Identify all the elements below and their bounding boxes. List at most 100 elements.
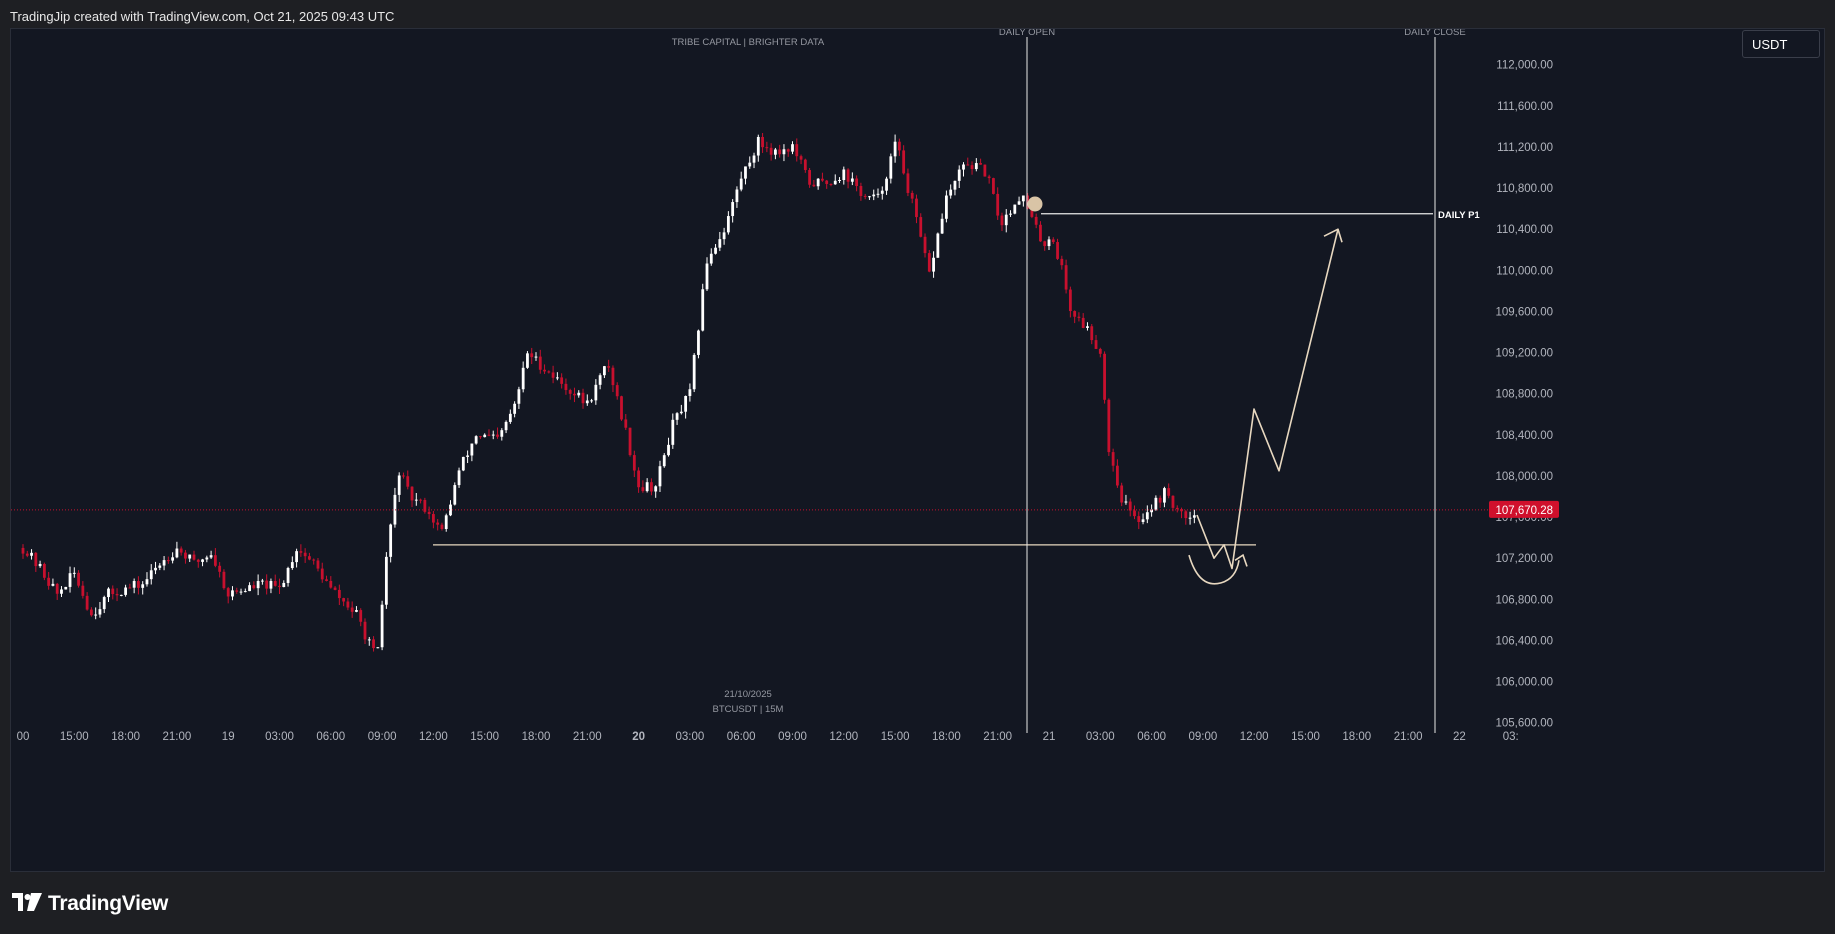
candle-down [1133,510,1136,517]
candle-down [573,393,576,396]
candle-up [671,419,675,445]
candle-down [1056,242,1059,259]
footer-brand-text: TradingView [48,892,169,915]
time-tick-label: 06:00 [316,731,345,743]
candle-up [688,389,692,397]
candle-down [479,436,482,438]
candle-down [919,217,923,237]
candle-up [461,456,465,471]
price-chart[interactable]: DAILY P1 DAILY OPEN DAILY CLOSE 105,600.00… [11,29,1825,872]
candle-up [889,156,893,179]
candle-down [308,556,311,560]
candle-up [791,144,794,152]
candle-up [1163,488,1166,503]
candle-up [389,524,393,557]
candle-down [1026,195,1030,209]
candle-down [1039,224,1042,242]
candle-down [1081,317,1085,328]
candle-down [1090,326,1094,341]
projection-path [1196,229,1339,570]
price-tick-label: 110,400.00 [1496,224,1553,236]
candle-up [868,196,871,198]
candle-up [1013,204,1017,214]
candle-up [739,178,743,190]
time-tick-label: 03: [1503,731,1519,743]
candle-up [679,411,683,414]
candle-down [863,195,867,197]
candle-up [513,403,517,414]
candle-up [132,581,136,588]
candle-up [231,590,234,597]
candle-down [983,164,987,177]
candle-down [85,595,89,610]
candle-down [547,371,551,373]
candle-down [846,169,850,182]
candle-up [470,443,474,456]
candle-down [346,601,350,608]
time-tick-label: 20 [632,731,645,743]
candle-up [367,639,371,641]
candle-down [350,607,354,612]
candle-down [21,547,25,554]
candle-down [342,598,346,602]
candle-down [1137,516,1141,522]
chart-panel[interactable]: DAILY P1 DAILY OPEN DAILY CLOSE 105,600.00… [10,28,1825,872]
candle-down [530,353,534,358]
candle-down [265,580,269,589]
candle-down [799,156,803,160]
time-tick-label: 21:00 [573,731,602,743]
candle-down [987,176,991,179]
candle-down [316,560,320,569]
candle-down [226,588,230,597]
candle-up [1047,239,1051,247]
candle-down [325,579,328,581]
candle-up [714,247,717,254]
candle-up [38,563,42,567]
candle-up [957,169,961,181]
candle-up [290,562,294,569]
candle-down [487,434,491,436]
candle-up [68,573,72,587]
candle-up [483,434,487,438]
candle-up [675,413,679,420]
candle-down [543,369,546,372]
candle-down [927,253,931,272]
candle-up [1004,214,1008,226]
candle-up [201,559,204,562]
price-tick-label: 109,200.00 [1495,348,1553,360]
candle-up [726,216,730,233]
candle-up [667,444,670,456]
candle-up [500,430,504,437]
currency-selector[interactable]: USDT [1742,30,1820,58]
candle-up [705,263,709,290]
candle-up [175,548,179,558]
candle-up [1009,213,1012,215]
candle-up [521,367,525,390]
candle-down [812,184,816,187]
time-tick-label: 00 [17,731,30,743]
candle-down [303,552,307,557]
time-tick-label: 12:00 [419,731,448,743]
candle-down [372,639,375,649]
candle-up [474,436,478,444]
candle-down [803,159,807,171]
candle-up [774,149,777,155]
candle-down [196,559,200,562]
candle-down [1051,239,1055,243]
candle-up [1124,501,1128,503]
time-tick-label: 18:00 [932,731,961,743]
candle-down [1103,353,1106,400]
candle-down [765,147,769,149]
time-tick-label: 03:00 [1086,731,1115,743]
candle-up [1188,517,1192,519]
time-tick-label: 15:00 [881,731,910,743]
candle-up [953,180,957,190]
candle-down [496,434,499,437]
candle-down [979,163,982,165]
candle-up [98,609,102,615]
candle-down [235,590,239,592]
candle-up [594,384,598,401]
current-price-badge [1489,500,1559,518]
candle-down [966,164,970,166]
candle-down [55,583,59,594]
